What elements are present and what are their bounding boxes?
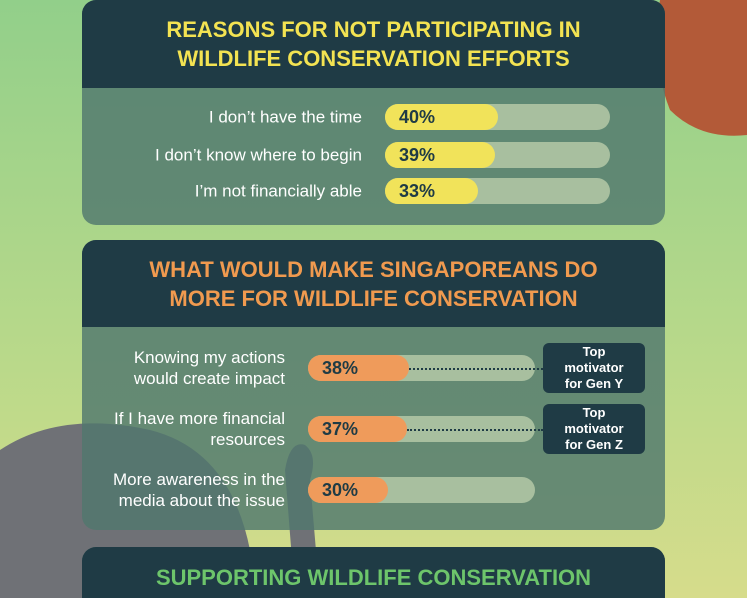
panel-title: REASONS FOR NOT PARTICIPATING IN WILDLIF… — [166, 17, 581, 71]
panel-title: SUPPORTING WILDLIFE CONSERVATION — [155, 564, 592, 590]
bar — [385, 104, 498, 130]
panel: REASONS FOR NOT PARTICIPATING IN WILDLIF… — [82, 0, 665, 225]
bar — [308, 477, 389, 503]
value-label: 38% — [322, 358, 359, 378]
bar — [308, 355, 410, 381]
value-label: 30% — [322, 480, 359, 500]
value-label: 33% — [399, 181, 436, 201]
annotation: Top motivator for Gen Z — [543, 404, 645, 454]
value-label: 39% — [399, 145, 436, 165]
category-label: I don’t know where to begin — [155, 145, 362, 165]
value-label: 37% — [322, 419, 359, 439]
bar — [385, 178, 478, 204]
bar — [385, 142, 495, 168]
panel-title: WHAT WOULD MAKE SINGAPOREANS DO MORE FOR… — [149, 256, 598, 311]
category-label: I don’t have the time — [208, 107, 362, 127]
connector — [409, 368, 543, 370]
connector — [406, 429, 543, 431]
category-label: If I have more financial resources — [113, 409, 285, 449]
category-label: More awareness in the media about the is… — [113, 470, 285, 510]
bar — [308, 416, 407, 442]
panel: SUPPORTING WILDLIFE CONSERVATION — [82, 547, 665, 598]
category-label: Knowing my actions would create impact — [133, 348, 285, 388]
annotation: Top motivator for Gen Y — [543, 343, 645, 393]
value-label: 40% — [399, 107, 436, 127]
category-label: I’m not financially able — [194, 181, 362, 201]
panel: WHAT WOULD MAKE SINGAPOREANS DO MORE FOR… — [82, 240, 665, 530]
